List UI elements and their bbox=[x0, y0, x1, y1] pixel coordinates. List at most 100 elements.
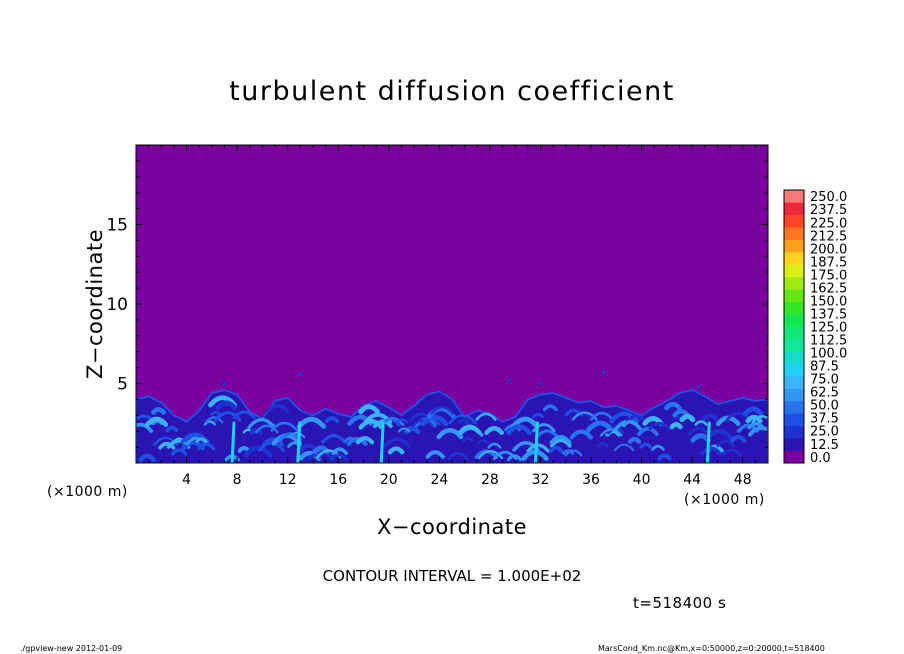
eddy-structure bbox=[258, 441, 285, 452]
eddy-structure bbox=[597, 442, 609, 448]
eddy-structure bbox=[329, 453, 349, 462]
plume bbox=[296, 421, 302, 463]
eddy-structure bbox=[425, 450, 445, 459]
eddy-structure bbox=[639, 442, 652, 449]
plot-area bbox=[135, 144, 769, 464]
x-tick-label: 40 bbox=[633, 472, 651, 488]
eddy-structure bbox=[702, 413, 719, 421]
colorbar-label: 50.0 bbox=[810, 399, 839, 414]
colorbar: 0.012.525.037.550.062.575.087.5100.0112.… bbox=[783, 189, 847, 466]
eddy-structure bbox=[203, 420, 216, 426]
chart-title: turbulent diffusion coefficient bbox=[229, 76, 675, 107]
x-tick-label: 28 bbox=[481, 472, 499, 488]
eddy-structure bbox=[355, 436, 375, 445]
colorbar-label: 112.5 bbox=[810, 334, 847, 349]
x-tick-label: 16 bbox=[329, 472, 347, 488]
eddy-structure bbox=[158, 441, 176, 450]
colorbar-swatch bbox=[784, 264, 804, 278]
eddy-structure bbox=[448, 414, 477, 425]
eddy-structure bbox=[679, 413, 696, 423]
plume bbox=[379, 421, 385, 463]
eddy-structure bbox=[136, 422, 153, 433]
eddy-structure bbox=[549, 445, 564, 453]
eddy-structure bbox=[487, 442, 502, 449]
eddy-structure bbox=[609, 411, 640, 424]
eddy-structure bbox=[492, 450, 518, 461]
colorbar-label: 25.0 bbox=[810, 425, 839, 440]
eddy-structure bbox=[532, 412, 544, 419]
colorbar-label: 137.5 bbox=[810, 307, 847, 322]
colorbar-swatch bbox=[784, 227, 804, 240]
eddy-structure bbox=[600, 428, 623, 437]
y-axis: 5 10 15 bbox=[106, 144, 768, 464]
eddy-structure bbox=[165, 425, 179, 433]
eddy-structure bbox=[397, 427, 411, 433]
colorbar-label: 187.5 bbox=[810, 255, 847, 270]
eddy-structure bbox=[138, 453, 156, 462]
heatmap-field bbox=[136, 370, 768, 463]
eddy-structure bbox=[255, 424, 279, 434]
colorbar-swatch bbox=[784, 252, 804, 265]
plume bbox=[230, 421, 236, 463]
boundary-layer-edge bbox=[136, 388, 768, 463]
eddy-structure bbox=[249, 427, 263, 436]
x-tick-label: 36 bbox=[582, 472, 600, 488]
eddy-structure bbox=[358, 404, 380, 415]
colorbar-label: 162.5 bbox=[810, 281, 847, 296]
x-tick-label: 4 bbox=[182, 472, 191, 488]
eddy-structure bbox=[569, 429, 593, 440]
eddy-structure bbox=[506, 424, 532, 436]
colorbar-label: 0.0 bbox=[810, 451, 831, 466]
colorbar-label: 37.5 bbox=[810, 412, 839, 427]
eddy-structure bbox=[549, 434, 572, 445]
colorbar-swatch bbox=[784, 438, 804, 451]
colorbar-swatch bbox=[784, 338, 804, 352]
colorbar-swatch bbox=[784, 239, 804, 253]
eddy-structure bbox=[430, 405, 454, 415]
detached-eddy bbox=[506, 378, 511, 383]
colorbar-label: 212.5 bbox=[810, 229, 847, 244]
x-tick-label: 8 bbox=[233, 472, 242, 488]
colorbar-swatch bbox=[784, 388, 804, 402]
eddy-structure bbox=[532, 423, 556, 433]
eddy-structure bbox=[346, 436, 368, 446]
eddy-structure bbox=[145, 416, 169, 427]
eddy-structure bbox=[214, 411, 242, 422]
colorbar-label: 62.5 bbox=[810, 386, 839, 401]
eddy-structure bbox=[622, 420, 639, 428]
colorbar-label: 12.5 bbox=[810, 438, 839, 453]
eddy-structure bbox=[590, 411, 614, 421]
boundary-layer-region bbox=[136, 389, 768, 463]
eddy-structure bbox=[475, 412, 497, 421]
eddy-structure bbox=[325, 416, 340, 423]
y-tick-label: 5 bbox=[117, 375, 128, 395]
colorbar-label: 250.0 bbox=[810, 190, 847, 205]
eddy-structure bbox=[232, 410, 256, 420]
x-tick-label: 48 bbox=[734, 472, 752, 488]
colorbar-swatch bbox=[784, 214, 804, 228]
eddy-structure bbox=[197, 442, 216, 451]
colorbar-label: 225.0 bbox=[810, 216, 847, 231]
x-axis-label: X−coordinate bbox=[377, 515, 527, 539]
eddy-structure bbox=[266, 403, 290, 414]
eddy-structure bbox=[247, 418, 276, 429]
eddy-structure bbox=[262, 437, 285, 447]
eddy-structure bbox=[195, 437, 208, 444]
colorbar-swatch bbox=[784, 413, 804, 427]
x-tick-label: 32 bbox=[532, 472, 550, 488]
x-axis: 4 8 12 16 20 24 28 32 36 40 44 48 bbox=[135, 145, 769, 488]
eddy-structure bbox=[627, 436, 642, 444]
colorbar-swatch bbox=[784, 190, 804, 203]
eddy-structure bbox=[170, 448, 188, 456]
eddy-structure bbox=[373, 419, 393, 429]
time-stamp: t=518400 s bbox=[633, 594, 727, 612]
colorbar-swatch bbox=[784, 326, 804, 340]
eddy-structure bbox=[613, 443, 635, 452]
y-tick-label: 15 bbox=[106, 216, 128, 236]
eddy-structure bbox=[458, 424, 482, 435]
colorbar-label: 87.5 bbox=[810, 360, 839, 375]
eddy-structure bbox=[747, 421, 765, 430]
colorbar-swatch bbox=[784, 276, 804, 290]
x-unit-right: (×1000 m) bbox=[684, 492, 765, 508]
